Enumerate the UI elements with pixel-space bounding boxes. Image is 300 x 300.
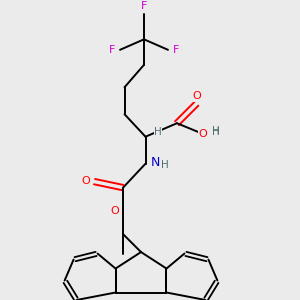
Text: F: F [141, 2, 147, 11]
Text: N: N [150, 156, 160, 169]
Text: H: H [212, 126, 220, 136]
Text: O: O [110, 206, 119, 216]
Text: O: O [82, 176, 91, 186]
Text: H: H [154, 127, 162, 137]
Text: F: F [109, 45, 115, 55]
Text: O: O [193, 91, 201, 101]
Text: F: F [173, 45, 180, 55]
Text: H: H [212, 127, 220, 137]
Text: H: H [161, 160, 169, 170]
Text: O: O [198, 129, 207, 139]
